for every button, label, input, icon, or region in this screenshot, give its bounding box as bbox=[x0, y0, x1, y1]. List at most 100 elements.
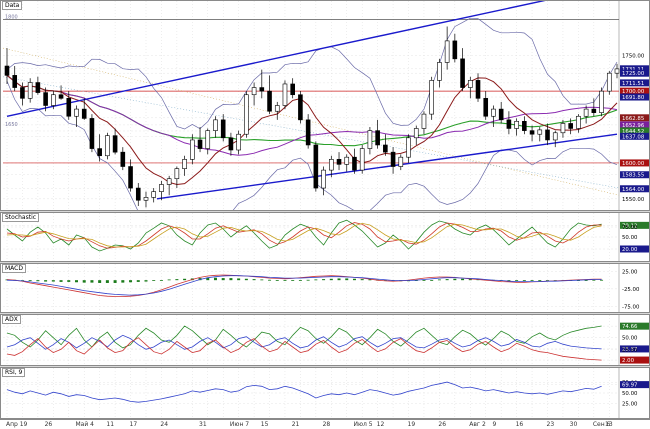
date-axis-label: Июн 7 bbox=[229, 421, 250, 428]
stochastic-series-2 bbox=[6, 222, 602, 248]
candle-body bbox=[174, 168, 180, 180]
date-axis-label: 24 bbox=[160, 421, 169, 428]
macd-histogram-bar bbox=[468, 279, 472, 281]
macd-histogram-bar bbox=[229, 278, 233, 281]
macd-svg: 25.00 -25.00 -75.00 bbox=[3, 264, 649, 312]
candle-body bbox=[568, 123, 573, 129]
date-axis-label: 19 bbox=[407, 421, 416, 428]
date-axis-label: 9 bbox=[492, 421, 497, 428]
price-tick-bg bbox=[620, 132, 649, 140]
stochastic-tick-bg bbox=[620, 245, 649, 253]
macd-histogram-bar bbox=[522, 280, 526, 281]
macd-histogram-bar bbox=[352, 278, 356, 281]
macd-panel[interactable]: 25.00 -25.00 -75.00 MACD bbox=[0, 263, 650, 313]
macd-histogram-bar bbox=[67, 280, 71, 282]
date-axis-label: 31 bbox=[199, 421, 207, 428]
stochastic-series-0 bbox=[6, 219, 602, 252]
price-tick-label: 1662.85 bbox=[622, 116, 644, 122]
price-tick-label: 1750.00 bbox=[622, 53, 645, 59]
price-tick-label: 1725.00 bbox=[622, 71, 645, 77]
stochastic-tick-label: 79.12 bbox=[622, 223, 637, 229]
macd-histogram-bar bbox=[600, 279, 604, 281]
macd-histogram-bar bbox=[306, 279, 310, 281]
candle-body bbox=[514, 120, 519, 129]
price-tick-label: 1652.96 bbox=[622, 123, 645, 129]
macd-histogram-bar bbox=[51, 280, 55, 282]
price-tick-bg bbox=[620, 121, 649, 129]
adx-tick-label: 25.87 bbox=[622, 347, 637, 353]
date-axis-label: 13 bbox=[605, 421, 613, 428]
price-tick-label: 1564.00 bbox=[622, 187, 645, 193]
date-axis-label: 15 bbox=[260, 421, 269, 428]
macd-histogram-bar bbox=[237, 278, 241, 281]
candle-body bbox=[352, 156, 357, 171]
candle-body bbox=[182, 159, 187, 169]
macd-tick-label: -25.00 bbox=[622, 287, 640, 293]
candle-body bbox=[576, 115, 581, 129]
candle-body bbox=[529, 130, 535, 135]
candle-body bbox=[390, 151, 396, 167]
candle-body bbox=[406, 137, 411, 158]
macd-histogram-bar bbox=[28, 280, 32, 281]
macd-histogram-bar bbox=[98, 280, 102, 283]
macd-histogram-bar bbox=[329, 278, 333, 281]
macd-histogram-bar bbox=[453, 278, 457, 281]
macd-histogram-bar bbox=[252, 279, 256, 281]
rsi-axis-bg bbox=[619, 368, 649, 418]
candle-body bbox=[305, 119, 311, 146]
macd-histogram-bar bbox=[90, 280, 94, 283]
date-axis-label: 17 bbox=[129, 421, 138, 428]
adx-tick-bg bbox=[620, 345, 649, 353]
trend-channel-lower bbox=[156, 133, 618, 200]
macd-histogram-bar bbox=[461, 278, 465, 281]
price-panel-title: Data bbox=[2, 1, 23, 10]
macd-histogram-bar bbox=[183, 278, 187, 281]
date-axis-label: 23 bbox=[546, 421, 555, 428]
adx-tick-bg bbox=[620, 322, 649, 330]
candle-body bbox=[437, 62, 442, 81]
macd-histogram-bar bbox=[113, 280, 117, 283]
candle-body bbox=[128, 166, 133, 189]
candle-body bbox=[89, 118, 95, 149]
candle-body bbox=[522, 120, 527, 131]
candle-body bbox=[220, 119, 226, 139]
macd-histogram-bar bbox=[538, 280, 542, 282]
macd-histogram-bar bbox=[221, 278, 225, 281]
macd-histogram-bar bbox=[59, 280, 63, 282]
rsi-tick-label: 69.97 bbox=[622, 383, 637, 389]
price-svg: 1750.001731.111725.001711.511700.001691.… bbox=[2, 1, 649, 210]
candle-body bbox=[413, 128, 419, 139]
price-tick-label: 1637.08 bbox=[622, 134, 645, 140]
macd-histogram-bar bbox=[129, 280, 133, 283]
macd-series-0 bbox=[6, 274, 602, 297]
macd-histogram-bar bbox=[121, 280, 125, 283]
macd-histogram-bar bbox=[546, 280, 550, 282]
rsi-panel-title: RSI, 9 bbox=[2, 368, 26, 377]
stochastic-axis-bg bbox=[619, 213, 649, 261]
macd-histogram-bar bbox=[437, 279, 441, 281]
macd-histogram-bar bbox=[445, 279, 449, 281]
macd-histogram-bar bbox=[152, 280, 156, 281]
price-ma-purple bbox=[6, 74, 618, 156]
candle-body bbox=[329, 159, 334, 171]
macd-histogram-bar bbox=[314, 279, 318, 281]
candle-body bbox=[259, 87, 265, 92]
macd-histogram-bar bbox=[244, 278, 248, 281]
price-tick-label: 1711.51 bbox=[622, 81, 644, 87]
adx-tick-bg bbox=[620, 356, 649, 364]
price-tick-label: 1691.80 bbox=[622, 95, 645, 101]
price-panel[interactable]: 1750.001731.111725.001711.511700.001691.… bbox=[0, 0, 650, 211]
date-axis-label: Апр 19 bbox=[6, 421, 28, 428]
stochastic-panel[interactable]: 79.12 75.00 50.00 20.00 Stochastic bbox=[0, 212, 650, 262]
macd-histogram-bar bbox=[144, 280, 148, 282]
candle-body bbox=[367, 130, 373, 149]
adx-panel-title: ADX bbox=[2, 315, 21, 324]
adx-panel[interactable]: 74.66 50.00 25.87 25.00 2.00 ADX bbox=[0, 314, 650, 366]
candle-body bbox=[66, 98, 72, 117]
candle-body bbox=[244, 94, 249, 135]
candle-body bbox=[236, 133, 241, 151]
macd-panel-title: MACD bbox=[2, 264, 26, 273]
macd-histogram-bar bbox=[159, 280, 163, 281]
